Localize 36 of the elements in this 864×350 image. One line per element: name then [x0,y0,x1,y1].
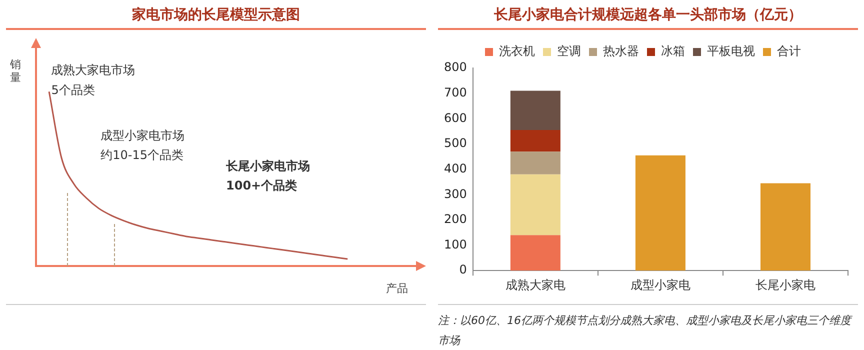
bar [635,155,686,271]
legend-label: 冰箱 [661,44,685,58]
y-tick-label: 700 [444,85,467,100]
chart-title: 家电市场的长尾模型示意图 [6,0,426,30]
legend-label: 空调 [557,44,581,58]
y-tick-label: 0 [459,262,467,277]
annotation: 约10-15个品类 [100,148,184,162]
y-axis-title: 销量 [9,58,21,84]
annotation: 5个品类 [51,82,95,97]
annotation: 成型小家电市场 [100,128,185,143]
annotation: 长尾小家电市场 [225,159,310,174]
chart-title: 长尾小家电合计规模远超各单一头部市场（亿元） [438,0,858,30]
legend-label: 平板电视 [707,44,755,58]
bar [510,174,560,236]
y-tick-label: 600 [444,110,467,125]
y-tick-label: 800 [444,60,467,74]
y-tick-label: 100 [444,237,467,252]
x-tick-label: 成熟大家电 [505,278,566,292]
x-tick-label: 长尾小家电 [755,278,816,292]
bar [510,90,560,130]
y-tick-label: 500 [444,136,467,150]
legend-label: 热水器 [603,44,639,58]
bar [510,152,560,174]
x-tick-label: 成型小家电 [630,278,690,292]
text: 成熟大家电市场 [51,63,136,78]
bar [760,183,810,271]
y-tick-label: 300 [444,186,467,201]
legend-label: 合计 [777,44,801,58]
text: 注：以60亿、16亿两个规模节点划分成熟大家电、成型小家电及长尾小家电三个维度市场 [438,313,854,349]
bar [510,130,560,152]
legend-label: 洗衣机 [499,44,535,58]
y-tick-label: 200 [444,212,467,226]
bar [510,235,560,271]
y-tick-label: 400 [444,161,467,176]
x-axis-title: 产品 [386,282,408,295]
annotation: 100+个品类 [226,178,298,193]
